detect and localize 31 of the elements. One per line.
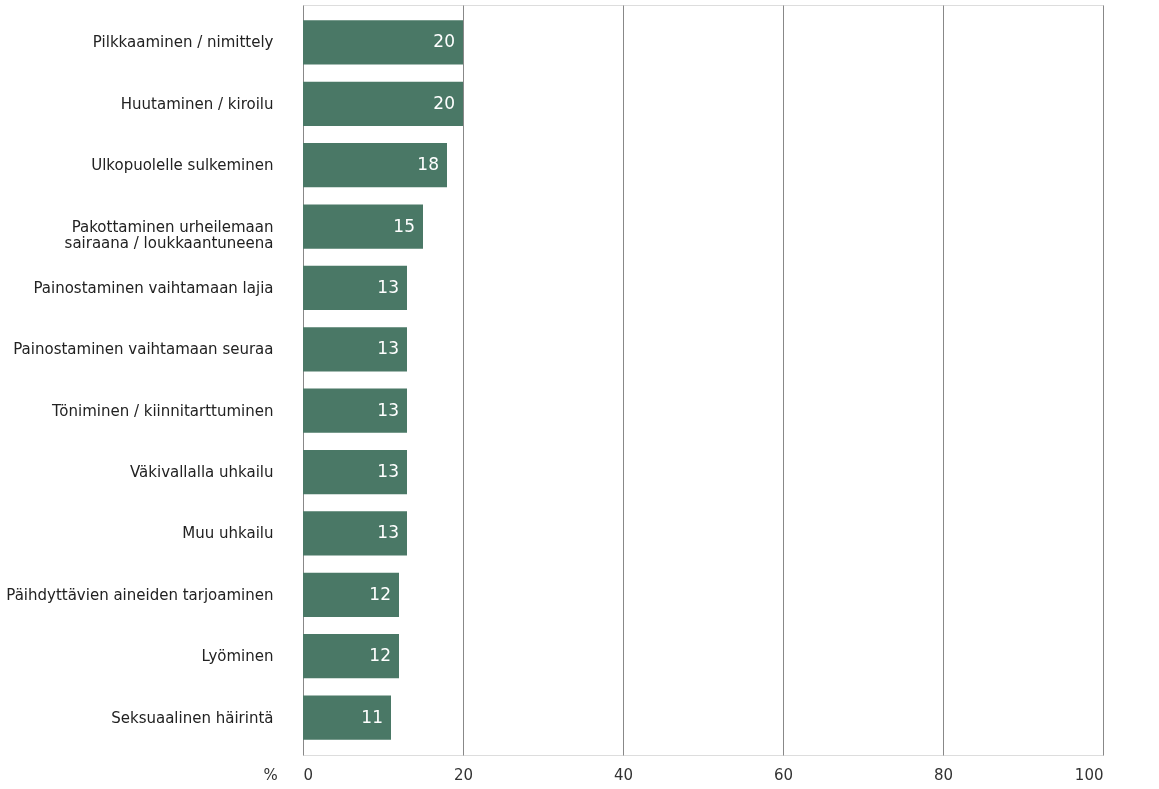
y-tick-label: Pilkkaaminen / nimittely (92, 33, 274, 52)
y-tick-label: Väkivallalla uhkailu (129, 463, 274, 482)
x-tick-label: 40 (613, 765, 634, 784)
data-label: 12 (369, 645, 391, 666)
y-tick-label: Muu uhkailu (182, 524, 274, 543)
x-axis-title: % (263, 765, 278, 784)
data-label: 13 (377, 522, 399, 543)
data-label: 13 (377, 338, 399, 359)
y-tick-label: Ulkopuolelle sulkeminen (91, 156, 274, 175)
data-label: 20 (433, 31, 455, 52)
y-tick-label: Painostaminen vaihtamaan lajia (33, 278, 274, 297)
data-label: 13 (377, 399, 399, 420)
y-tick-label: Huutaminen / kiroilu (120, 94, 274, 113)
x-tick-label: 100 (1074, 765, 1104, 784)
x-tick-label: 20 (453, 765, 474, 784)
data-label: 18 (417, 154, 439, 175)
data-label: 13 (377, 276, 399, 297)
y-tick-label: Töniminen / kiinnitarttuminen (51, 401, 274, 420)
y-tick-label: Painostaminen vaihtamaan seuraa (13, 340, 274, 359)
data-label: 15 (393, 215, 415, 236)
x-tick-label: 0 (303, 765, 314, 784)
x-tick-label: 80 (933, 765, 954, 784)
y-tick-label: Lyöminen (201, 647, 274, 666)
data-label: 12 (369, 583, 391, 604)
data-label: 13 (377, 461, 399, 482)
data-label: 11 (361, 706, 383, 727)
y-tick-label: Päihdyttävien aineiden tarjoaminen (6, 585, 274, 604)
y-tick-label: Pakottaminen urheilemaan sairaana / loukkaantuneena (64, 217, 274, 252)
y-tick-label: Seksuaalinen häirintä (111, 708, 274, 727)
x-tick-label: 60 (773, 765, 794, 784)
data-label: 20 (433, 92, 455, 113)
